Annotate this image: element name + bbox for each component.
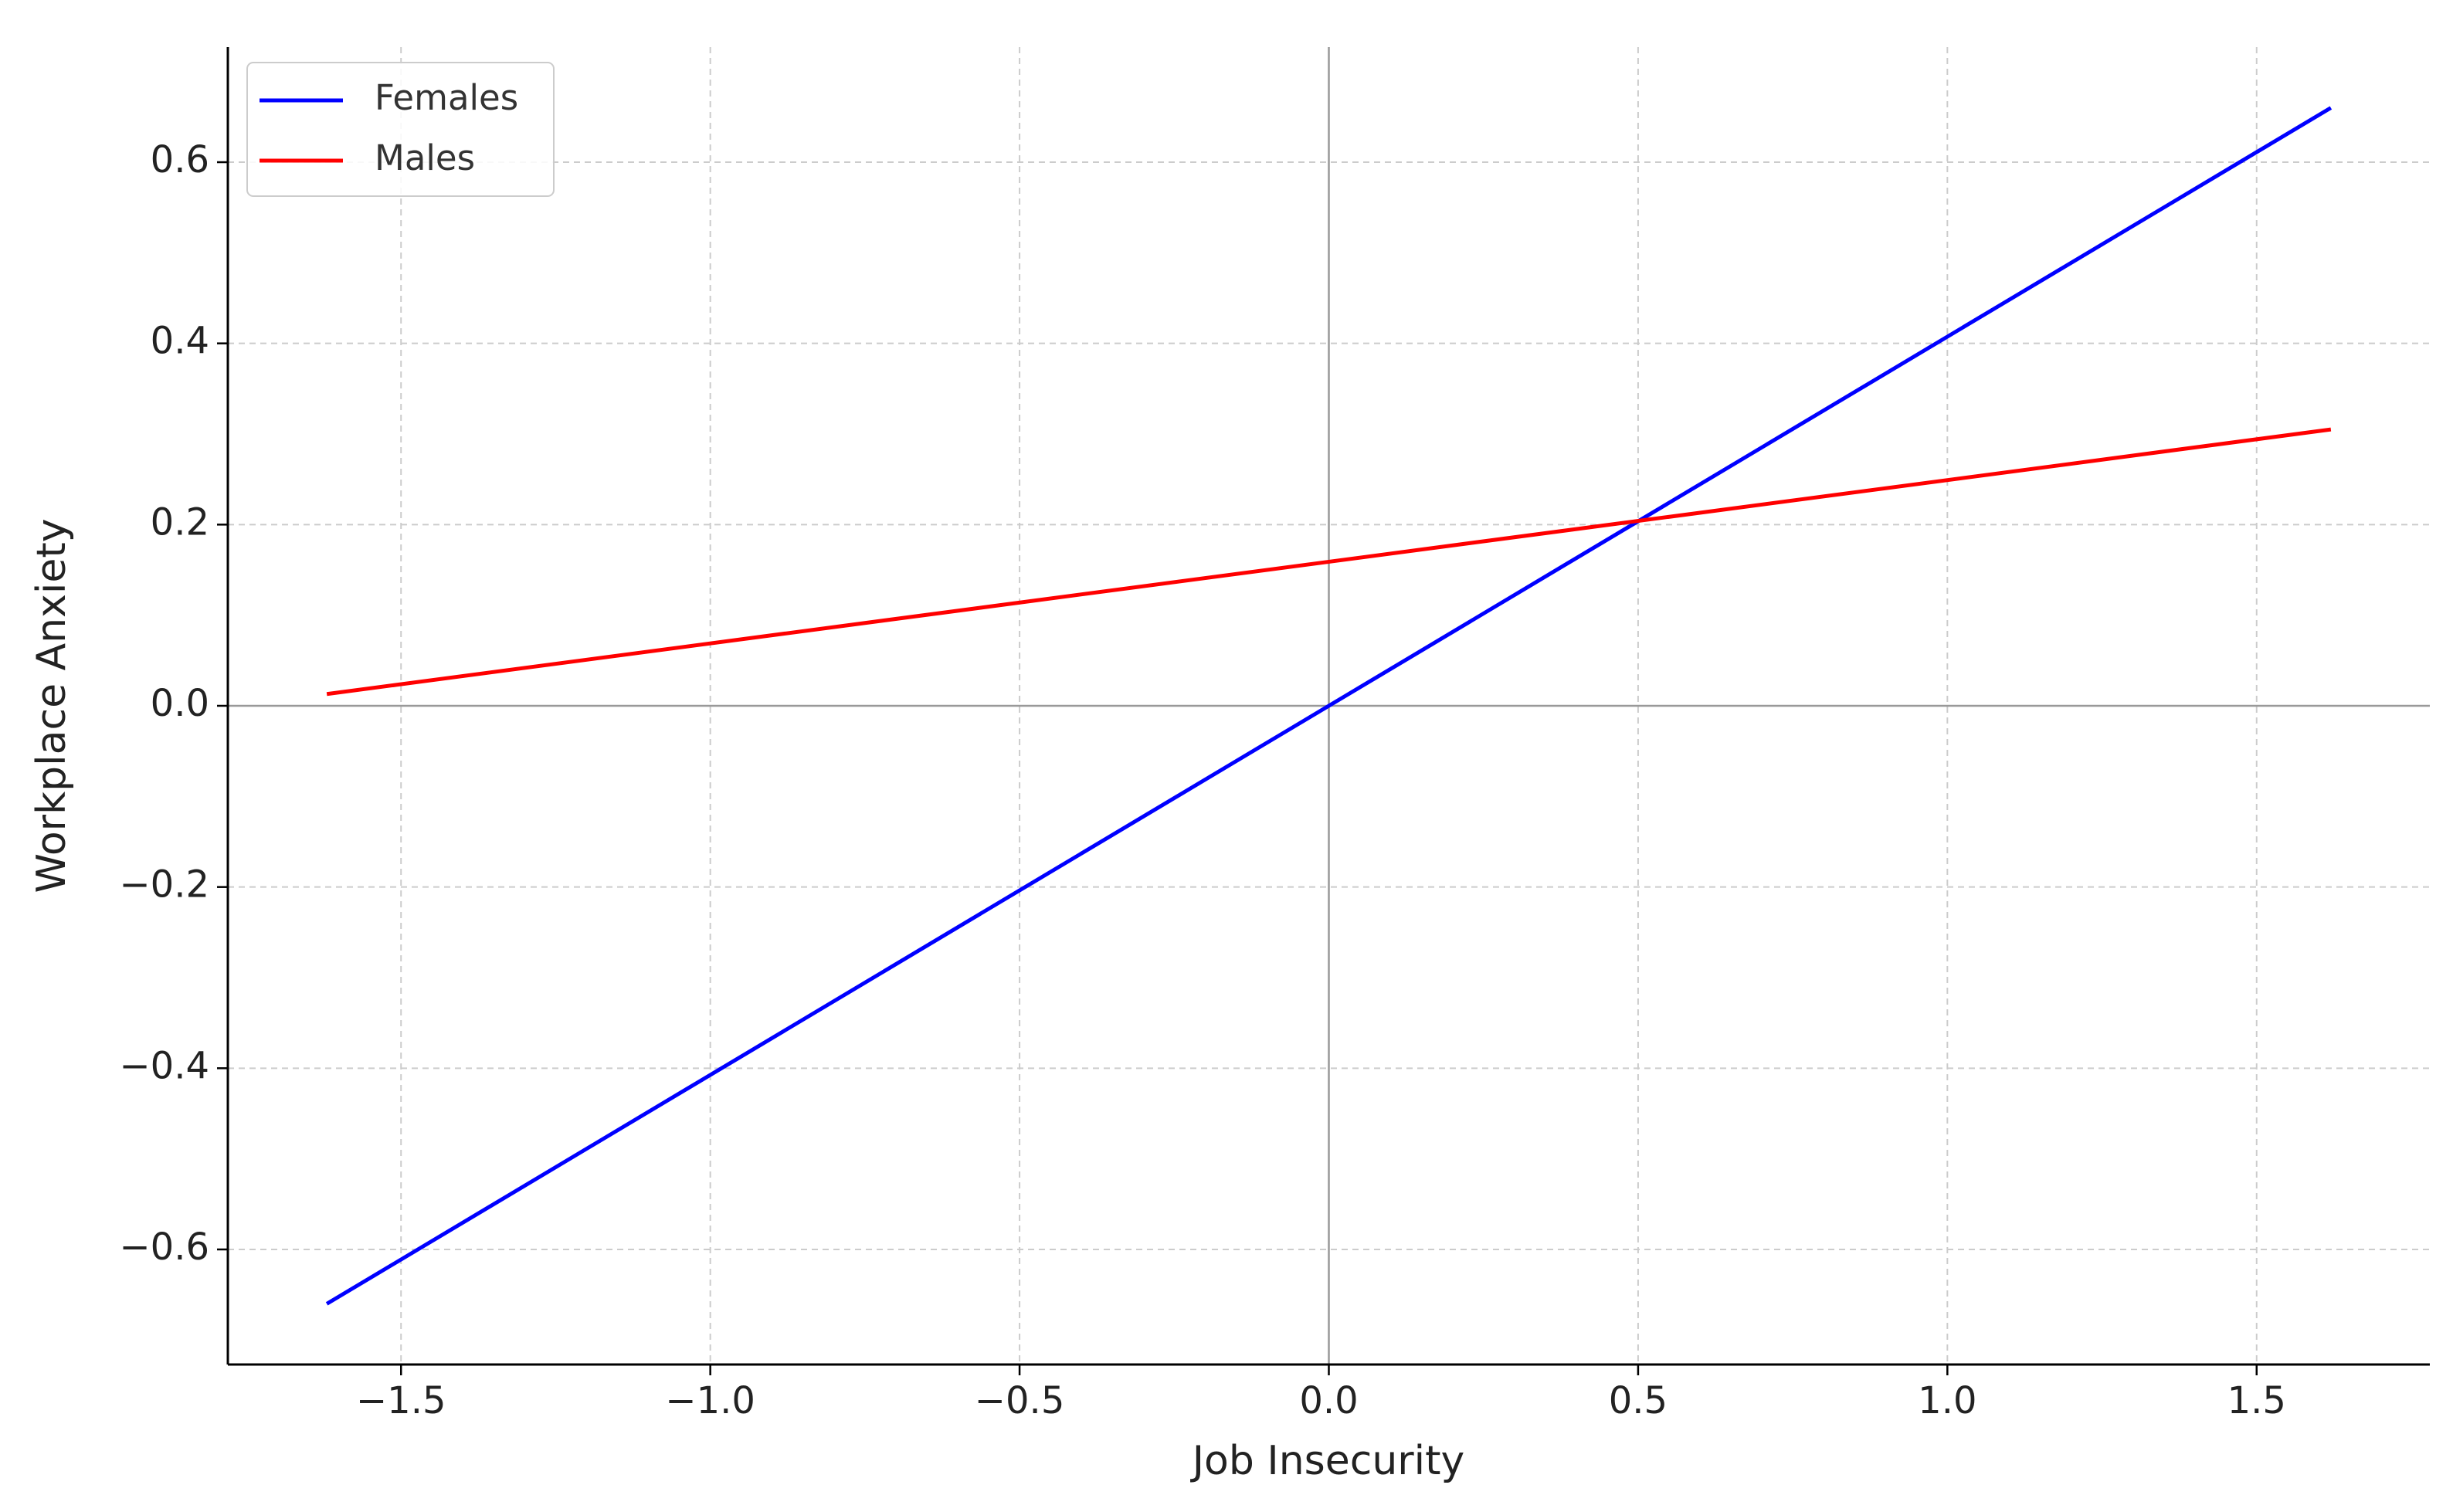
series-line [326,427,2332,697]
x-tick-label: 0.5 [1609,1379,1668,1422]
y-axis-label: Workplace Anxiety [29,518,75,893]
y-tick-label: 0.0 [151,682,209,725]
x-tick-label: −1.5 [356,1379,446,1422]
series-line [325,106,2333,1306]
legend-box [246,62,555,197]
legend-label: Females [375,77,518,118]
x-tick-label: 1.0 [1918,1379,1976,1422]
x-tick-label: 0.0 [1299,1379,1358,1422]
y-tick-label: 0.6 [151,138,209,181]
x-tick-label: 1.5 [2227,1379,2286,1422]
y-tick-label: −0.6 [119,1226,209,1269]
x-tick-label: −1.0 [665,1379,755,1422]
y-tick-label: −0.4 [119,1044,209,1087]
y-tick-label: −0.2 [119,863,209,907]
legend-label: Males [375,137,475,178]
x-axis-label: Job Insecurity [1190,1438,1465,1484]
x-tick-label: −0.5 [975,1379,1065,1422]
y-tick-label: 0.2 [151,500,209,544]
y-tick-label: 0.4 [151,320,209,363]
